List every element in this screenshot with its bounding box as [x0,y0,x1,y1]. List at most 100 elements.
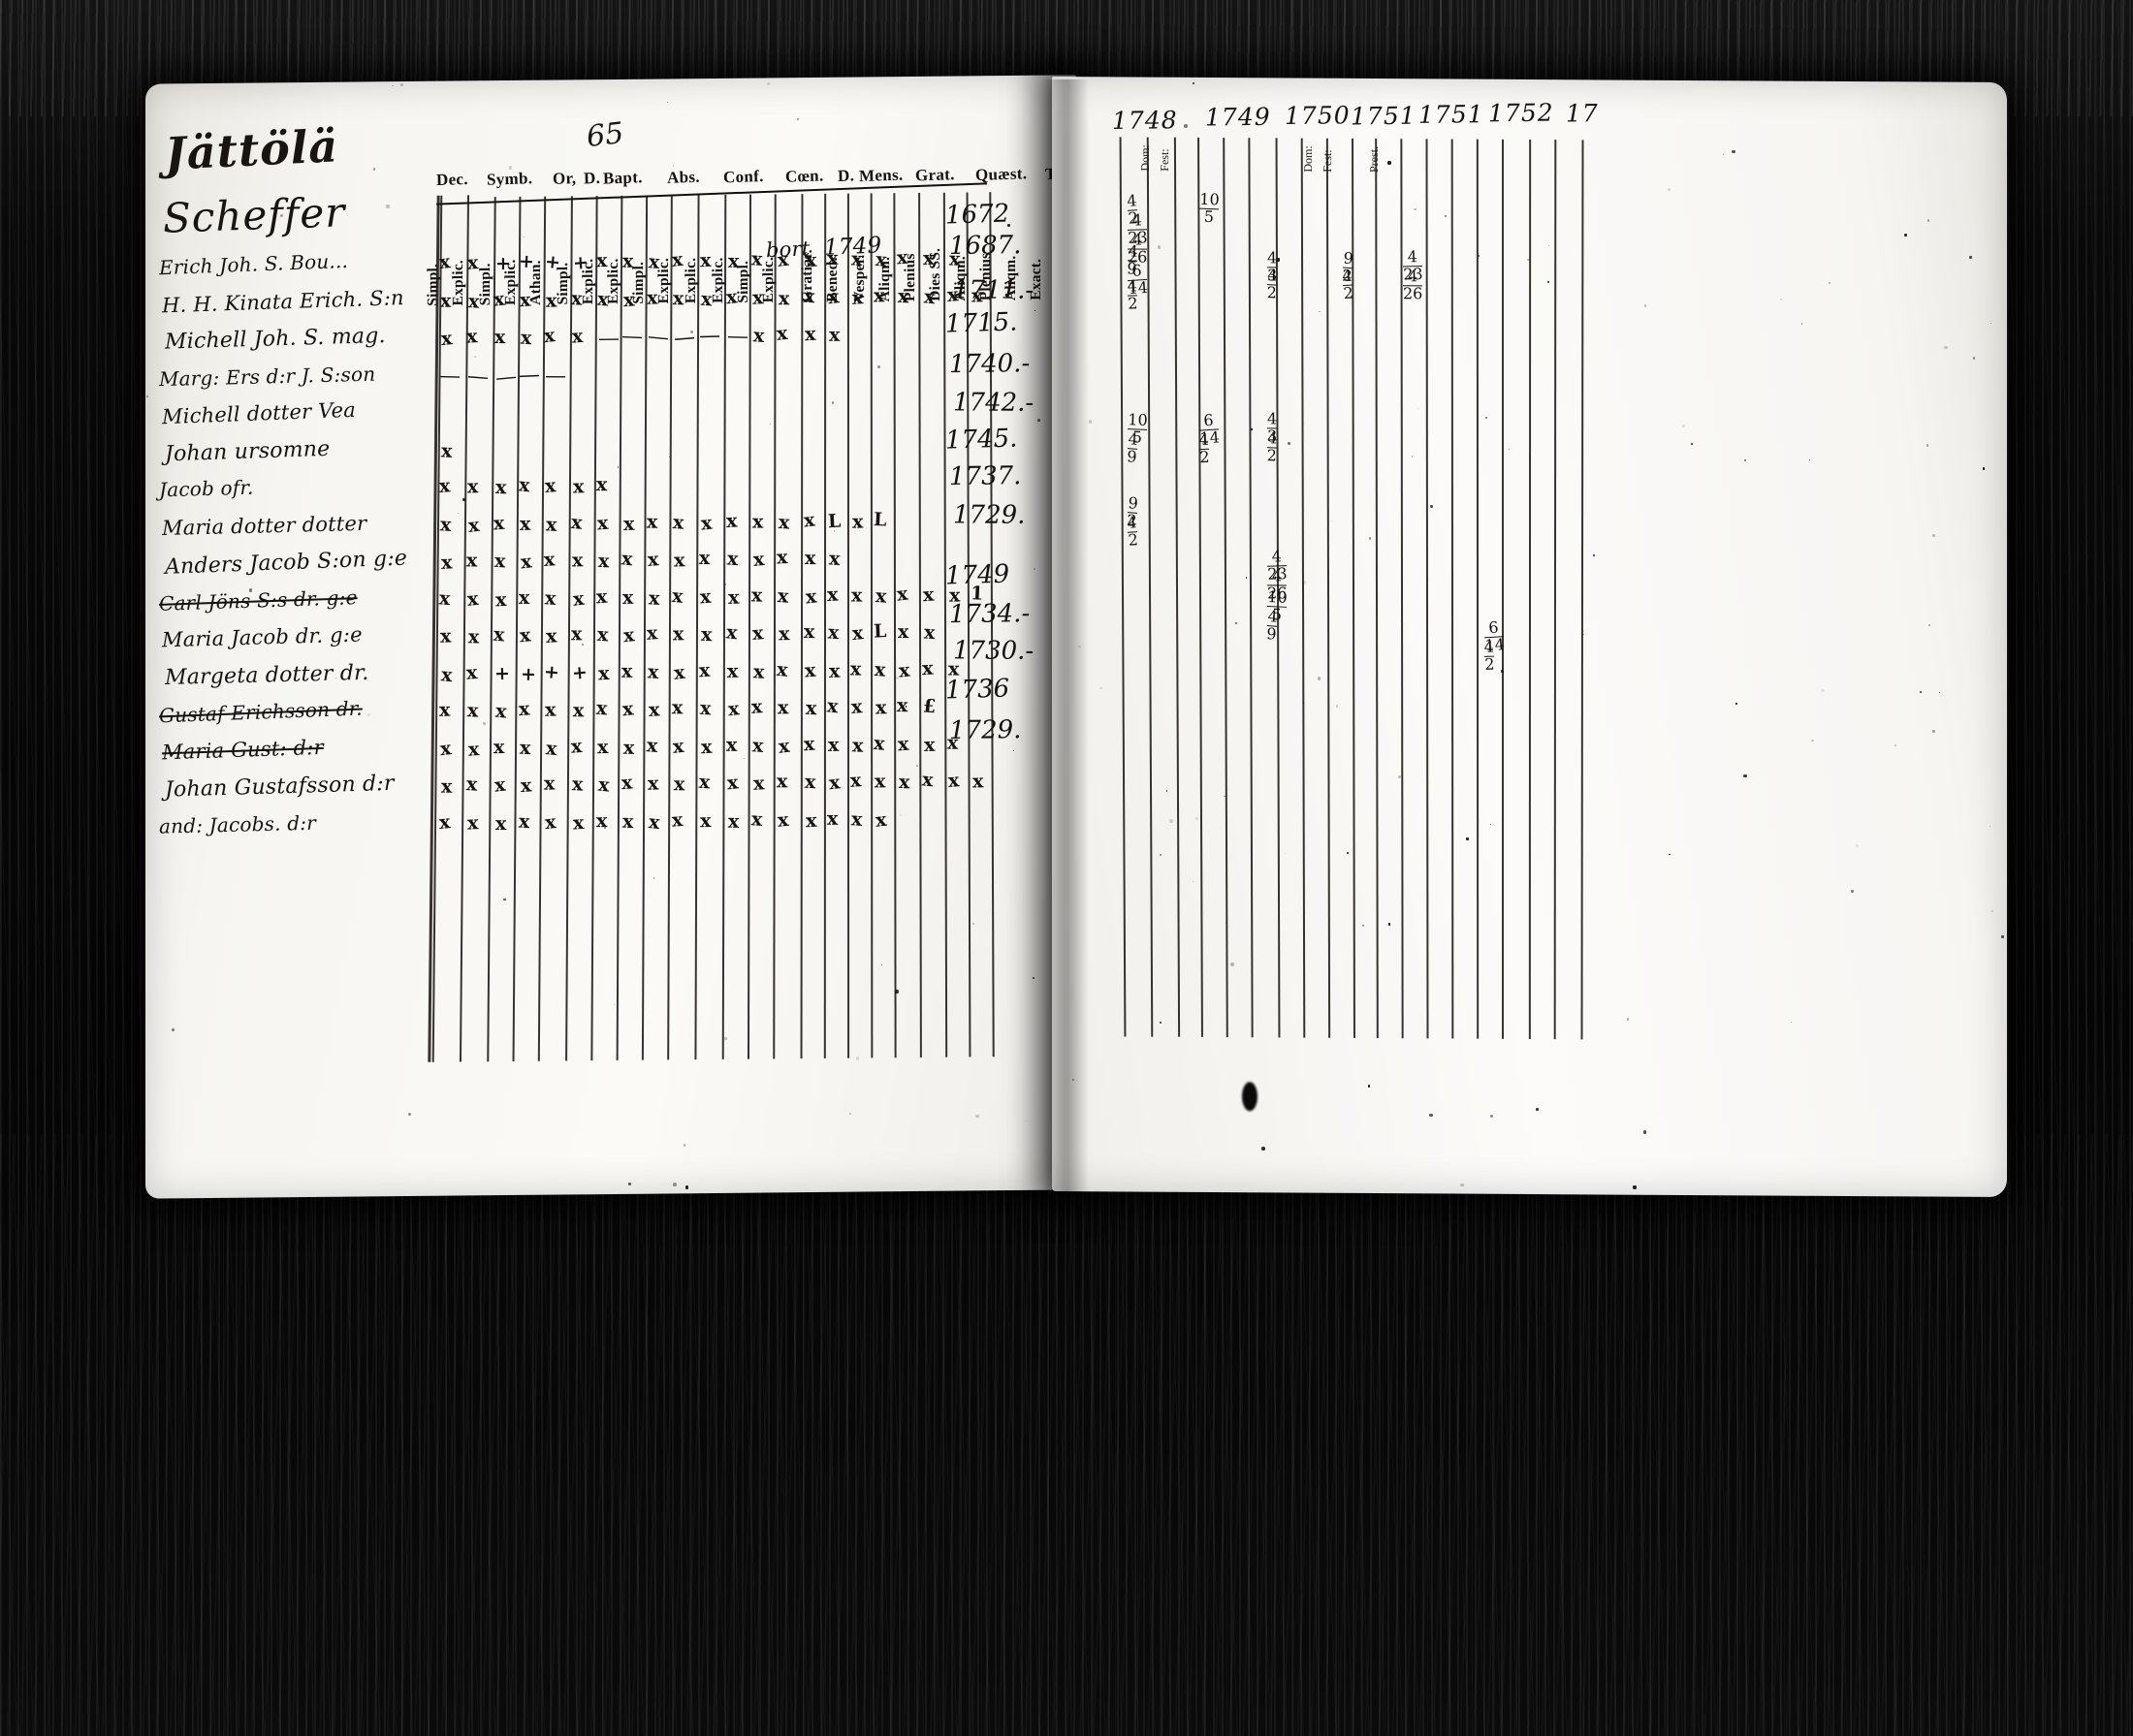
attendance-mark: x [519,551,533,574]
scan-speck [1535,1107,1540,1112]
attendance-mark: x [804,547,816,570]
birth-year-entry: 1730.- [953,636,1035,666]
scan-speck [905,705,907,708]
scan-speck [797,118,799,120]
attendance-mark: — [598,326,620,352]
scan-speck [1485,417,1488,420]
scan-speck [617,466,619,468]
attendance-mark: x [671,248,684,271]
scan-speck [1417,407,1419,410]
column-rule [846,193,850,1058]
birth-year-entry: 1736 [944,674,1010,706]
scan-speck [895,990,900,994]
scan-speck [1478,255,1480,258]
scan-speck [248,588,253,592]
scan-speck [905,705,907,708]
scan-speck [1939,692,1940,693]
attendance-mark: x [920,769,935,792]
attendance-mark: x [826,584,839,606]
column-rule [800,194,804,1059]
scan-speck [1691,442,1694,445]
scan-speck [689,330,694,334]
column-rule [1450,139,1454,1039]
attendance-mark: x [802,508,816,532]
scan-speck [1722,153,1725,156]
scan-speck [1969,256,1973,259]
scan-speck [1732,149,1736,154]
attendance-mark: x [803,285,816,307]
register-row-name: Carl Jöns S:s dr. g:e [158,584,358,615]
scan-speck [1691,442,1694,445]
village-heading: Jättölä [164,119,340,180]
attendance-mark: x [572,550,584,572]
attendance-mark: x [828,734,840,756]
year-heading-1750: 1750 [1284,101,1351,131]
attendance-mark: x [466,252,479,274]
scan-speck [399,83,403,86]
attendance-mark: x [898,771,910,794]
scan-speck [905,705,907,708]
scan-speck [1547,281,1549,283]
attendance-mark: x [805,585,818,609]
attendance-mark: x [851,286,864,309]
scan-speck [1033,977,1035,979]
scan-speck [483,721,487,725]
attendance-mark: x [595,473,608,496]
attendance-mark: x [947,770,961,793]
attendance-mark: x [673,623,684,646]
attendance-mark: x [648,699,660,721]
scan-speck [613,1004,615,1006]
attendance-mark: x [826,807,839,830]
column-rule [1553,140,1557,1040]
attendance-mark: x [596,623,610,647]
scan-speck [1335,705,1338,708]
attendance-mark: x [777,808,790,832]
scan-speck [462,497,466,501]
attendance-mark: x [726,698,741,721]
attendance-mark: x [647,810,661,834]
scan-speck [2001,935,2004,939]
year-heading-17: 17 [1565,99,1600,128]
scan-speck [895,990,900,994]
register-row-name: Jacob ofr. [158,475,254,502]
scan-speck [1643,304,1647,307]
scan-speck [1969,256,1973,259]
scan-speck [1261,1147,1266,1152]
scan-speck [653,877,655,879]
scan-speck [1245,577,1248,579]
scan-speck [1287,441,1290,445]
scan-speck [1743,773,1747,778]
attendance-mark: x [493,327,506,349]
attendance-mark: x [670,584,684,608]
scan-speck [1429,1113,1433,1118]
column-rule [667,195,673,1060]
scan-speck [1593,553,1595,556]
attendance-mark: x [726,772,740,795]
scan-speck [1037,418,1040,422]
scan-speck [1800,323,1803,325]
scan-speck [743,757,746,760]
scan-speck [1429,1113,1433,1118]
scan-speck [673,165,675,167]
scan-speck [653,877,655,879]
attendance-mark: x [673,773,685,796]
register-row-name: Anders Jacob S:on g:e [164,546,408,580]
attendance-mark: x [698,659,711,681]
attendance-mark: x [725,285,739,308]
scan-speck [1033,977,1035,979]
attendance-mark: x [646,734,659,757]
attendance-mark: x [595,697,609,720]
scan-speck [1088,420,1093,424]
scan-speck [895,990,900,994]
attendance-mark: x [699,585,713,608]
scan-speck [1261,1147,1266,1152]
attendance-mark: x [750,248,764,270]
scan-speck [1444,214,1447,217]
attendance-mark: x [776,322,789,345]
subheader-explic-1: Explic. [450,259,466,306]
attendance-mark: x [571,773,584,796]
attendance-mark: x [492,288,506,311]
scan-speck [653,877,655,879]
scan-speck [1302,702,1305,704]
